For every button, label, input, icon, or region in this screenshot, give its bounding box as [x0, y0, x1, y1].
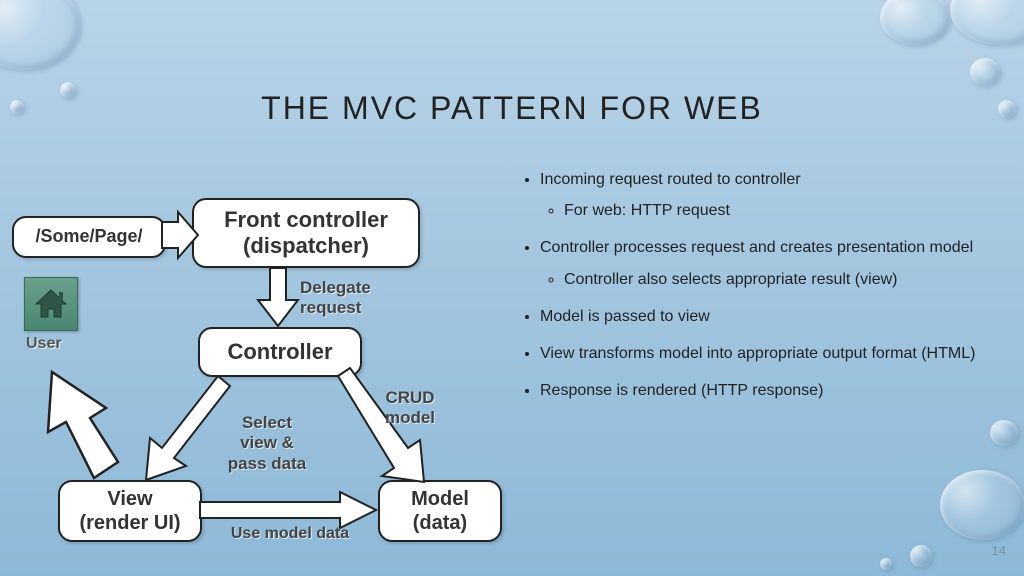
label-use-model: Use model data — [205, 524, 375, 543]
label-crud: CRUDmodel — [370, 388, 450, 429]
decorative-bubble — [880, 558, 892, 570]
node-controller-label: Controller — [200, 339, 360, 365]
node-front-controller: Front controller (dispatcher) — [192, 198, 420, 268]
node-view: View (render UI) — [58, 480, 202, 542]
bullet-subitem: Controller also selects appropriate resu… — [564, 268, 1010, 291]
bullet-item: Model is passed to view — [540, 305, 1010, 328]
node-url-label: /Some/Page/ — [14, 226, 164, 248]
arrow-view-to-user — [48, 372, 118, 478]
decorative-bubble — [950, 0, 1024, 45]
node-front-line2: (dispatcher) — [194, 233, 418, 259]
node-view-line2: (render UI) — [60, 511, 200, 535]
decorative-bubble — [910, 545, 932, 567]
arrow-front-to-controller — [258, 268, 298, 326]
bullet-subitem: For web: HTTP request — [564, 199, 1010, 222]
node-model-line1: Model — [380, 487, 500, 511]
bullet-list: Incoming request routed to controllerFor… — [520, 168, 1010, 416]
decorative-bubble — [880, 0, 950, 45]
bullet-item: Controller processes request and creates… — [540, 236, 1010, 290]
node-model-line2: (data) — [380, 511, 500, 535]
node-url: /Some/Page/ — [12, 216, 166, 258]
node-front-line1: Front controller — [194, 207, 418, 233]
bullet-item: View transforms model into appropriate o… — [540, 342, 1010, 365]
node-controller: Controller — [198, 327, 362, 377]
decorative-bubble — [940, 470, 1024, 540]
mvc-diagram: /Some/Page/ Front controller (dispatcher… — [0, 0, 520, 576]
page-number: 14 — [992, 543, 1006, 558]
node-view-line1: View — [60, 487, 200, 511]
label-select: Selectview &pass data — [212, 413, 322, 474]
bullet-item: Response is rendered (HTTP response) — [540, 379, 1010, 402]
home-icon — [24, 277, 78, 331]
bullet-item: Incoming request routed to controllerFor… — [540, 168, 1010, 222]
arrow-view-to-model — [200, 492, 376, 528]
user-label: User — [26, 335, 62, 353]
decorative-bubble — [970, 58, 1000, 86]
node-model: Model (data) — [378, 480, 502, 542]
label-delegate: Delegaterequest — [300, 278, 420, 319]
decorative-bubble — [990, 420, 1018, 446]
